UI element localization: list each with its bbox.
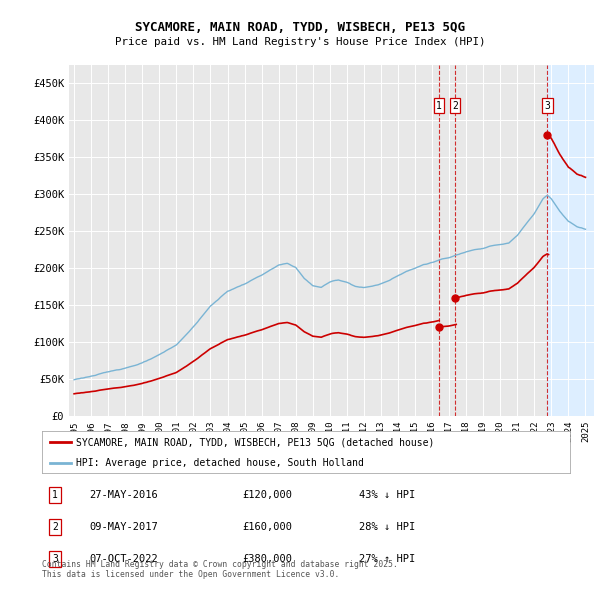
Text: Price paid vs. HM Land Registry's House Price Index (HPI): Price paid vs. HM Land Registry's House … xyxy=(115,37,485,47)
Text: 43% ↓ HPI: 43% ↓ HPI xyxy=(359,490,415,500)
Bar xyxy=(547,65,594,416)
Text: Contains HM Land Registry data © Crown copyright and database right 2025.
This d: Contains HM Land Registry data © Crown c… xyxy=(42,560,398,579)
Text: 3: 3 xyxy=(544,100,550,110)
Text: HPI: Average price, detached house, South Holland: HPI: Average price, detached house, Sout… xyxy=(76,458,364,467)
Text: £120,000: £120,000 xyxy=(242,490,293,500)
Text: 09-MAY-2017: 09-MAY-2017 xyxy=(89,522,158,532)
Text: 1: 1 xyxy=(52,490,58,500)
Text: 3: 3 xyxy=(52,554,58,563)
Text: 2: 2 xyxy=(52,522,58,532)
Text: 07-OCT-2022: 07-OCT-2022 xyxy=(89,554,158,563)
Text: 27-MAY-2016: 27-MAY-2016 xyxy=(89,490,158,500)
Text: SYCAMORE, MAIN ROAD, TYDD, WISBECH, PE13 5QG: SYCAMORE, MAIN ROAD, TYDD, WISBECH, PE13… xyxy=(135,21,465,34)
Text: SYCAMORE, MAIN ROAD, TYDD, WISBECH, PE13 5QG (detached house): SYCAMORE, MAIN ROAD, TYDD, WISBECH, PE13… xyxy=(76,437,434,447)
Text: 2: 2 xyxy=(452,100,458,110)
Text: £380,000: £380,000 xyxy=(242,554,293,563)
Text: 27% ↑ HPI: 27% ↑ HPI xyxy=(359,554,415,563)
Text: 1: 1 xyxy=(436,100,442,110)
Text: £160,000: £160,000 xyxy=(242,522,293,532)
Text: 28% ↓ HPI: 28% ↓ HPI xyxy=(359,522,415,532)
